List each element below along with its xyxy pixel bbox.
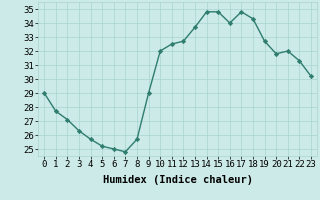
X-axis label: Humidex (Indice chaleur): Humidex (Indice chaleur) xyxy=(103,175,252,185)
